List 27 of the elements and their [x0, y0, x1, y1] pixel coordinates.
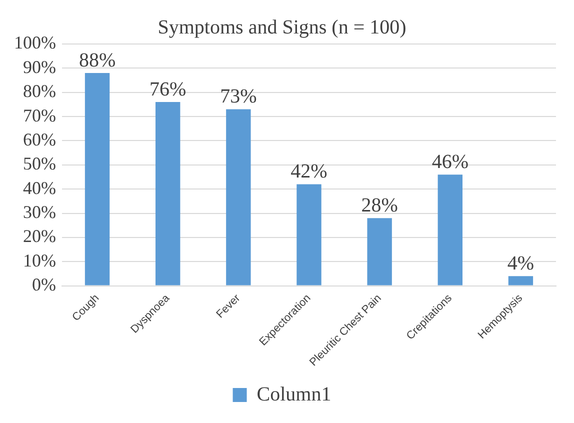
text: 4%: [507, 252, 534, 274]
y-tick-label: 60%: [22, 129, 56, 150]
y-tick-label: 80%: [22, 81, 56, 102]
y-tick-label: 90%: [22, 56, 56, 77]
y-tick-label: 0%: [32, 274, 56, 295]
y-tick-label: 10%: [22, 250, 56, 270]
text: 76%: [150, 78, 186, 100]
text: 42%: [290, 160, 328, 182]
bar: [438, 174, 462, 286]
legend-label: Column1: [256, 383, 332, 406]
bar: [296, 184, 322, 286]
y-tick-label: 20%: [22, 226, 56, 246]
y-tick-label: 40%: [22, 178, 56, 198]
text: 28%: [361, 194, 398, 216]
bar: [508, 276, 534, 286]
chart-title: Symptoms and Signs (n = 100): [158, 16, 406, 38]
text: 46%: [432, 150, 468, 173]
text: 88%: [78, 49, 116, 72]
text: 73%: [220, 86, 257, 108]
y-tick-label: 50%: [22, 154, 56, 174]
bar: [156, 102, 180, 286]
bar: [367, 218, 392, 286]
y-tick-label: 30%: [22, 202, 56, 222]
y-tick-label: 100%: [14, 32, 56, 53]
y-tick-label: 70%: [22, 105, 56, 126]
bar: [84, 73, 110, 286]
bar: [226, 109, 251, 286]
